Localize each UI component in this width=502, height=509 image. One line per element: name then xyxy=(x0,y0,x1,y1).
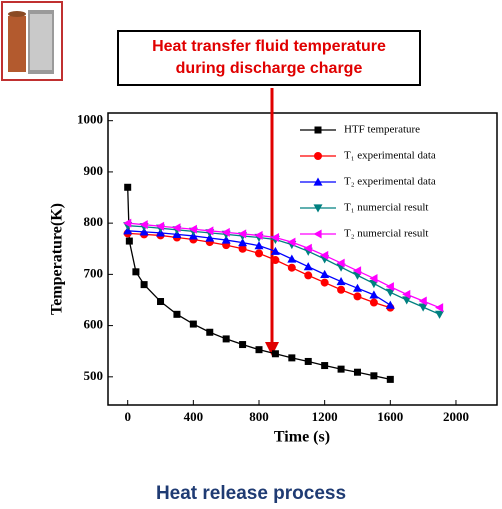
marker xyxy=(238,229,247,239)
marker xyxy=(271,256,280,265)
x-tick-label: 1200 xyxy=(312,409,338,424)
marker xyxy=(139,220,148,230)
y-axis-label: Temperature(K) xyxy=(49,203,66,315)
marker xyxy=(189,320,197,328)
marker xyxy=(385,300,395,309)
marker xyxy=(352,283,362,292)
marker xyxy=(336,277,346,286)
marker xyxy=(336,258,345,268)
marker xyxy=(287,263,296,272)
legend-label: T₂ numercial result xyxy=(344,228,428,240)
marker xyxy=(132,268,140,276)
marker xyxy=(369,273,378,283)
marker xyxy=(320,250,329,260)
marker xyxy=(205,226,214,236)
marker xyxy=(435,303,444,313)
x-tick-label: 0 xyxy=(124,409,131,424)
marker xyxy=(239,341,247,349)
legend-label: T₁ experimental data xyxy=(344,150,436,162)
legend-marker xyxy=(314,126,322,134)
marker xyxy=(172,223,181,233)
marker xyxy=(386,375,394,383)
marker xyxy=(385,282,394,292)
x-axis-label: Time (s) xyxy=(274,429,330,446)
marker xyxy=(255,346,263,354)
x-tick-label: 400 xyxy=(184,409,204,424)
marker xyxy=(270,246,280,255)
y-tick-label: 600 xyxy=(84,317,104,332)
marker xyxy=(288,354,296,362)
y-tick-label: 500 xyxy=(84,368,104,383)
marker xyxy=(238,238,248,247)
marker xyxy=(418,296,427,306)
marker xyxy=(337,365,345,373)
marker xyxy=(270,232,280,242)
arrow xyxy=(265,88,279,356)
marker xyxy=(124,183,132,191)
caption: Heat release process xyxy=(155,483,347,504)
legend-label: T₂ experimental data xyxy=(344,176,436,188)
marker xyxy=(385,288,395,297)
legend-marker xyxy=(313,204,323,213)
marker xyxy=(418,303,428,312)
x-tick-label: 800 xyxy=(249,409,269,424)
marker xyxy=(287,254,297,263)
marker xyxy=(337,285,346,294)
x-tick-label: 2000 xyxy=(443,409,469,424)
marker xyxy=(304,357,312,365)
photo xyxy=(1,1,63,81)
y-tick-label: 1000 xyxy=(77,112,103,127)
legend-marker xyxy=(313,229,322,239)
legend-label: HTF temperature xyxy=(344,124,420,136)
marker xyxy=(303,243,312,253)
plot-frame xyxy=(107,112,498,406)
marker xyxy=(353,368,361,376)
marker xyxy=(369,290,379,299)
marker xyxy=(254,230,263,240)
marker xyxy=(320,278,329,287)
marker xyxy=(221,227,230,237)
legend-marker xyxy=(313,177,323,186)
marker xyxy=(123,218,132,228)
x-tick-label: 1600 xyxy=(377,409,403,424)
marker xyxy=(205,233,215,242)
marker xyxy=(287,237,296,247)
marker xyxy=(156,221,165,231)
marker xyxy=(255,249,264,258)
marker xyxy=(238,244,247,253)
marker xyxy=(402,296,412,305)
marker xyxy=(221,235,231,244)
marker xyxy=(139,227,149,236)
y-tick-label: 900 xyxy=(84,163,104,178)
marker xyxy=(402,289,411,299)
marker xyxy=(271,350,279,358)
marker xyxy=(321,362,329,370)
marker xyxy=(157,298,165,306)
marker xyxy=(353,292,362,301)
marker xyxy=(188,224,197,234)
legend-marker xyxy=(314,152,322,160)
marker xyxy=(304,271,313,280)
marker xyxy=(352,266,362,276)
marker xyxy=(125,237,133,245)
marker xyxy=(370,372,378,380)
marker xyxy=(222,335,230,343)
marker xyxy=(173,310,181,318)
marker xyxy=(254,241,264,250)
marker xyxy=(206,328,214,336)
legend-label: T₁ numercial result xyxy=(344,202,428,214)
chart-title: Heat transfer fluid temperature during d… xyxy=(117,30,421,86)
marker xyxy=(140,281,148,289)
marker xyxy=(303,262,313,271)
marker xyxy=(435,310,445,319)
marker xyxy=(320,269,330,278)
marker xyxy=(369,298,378,307)
y-tick-label: 800 xyxy=(84,214,104,229)
y-tick-label: 700 xyxy=(84,265,104,280)
marker xyxy=(123,226,133,235)
